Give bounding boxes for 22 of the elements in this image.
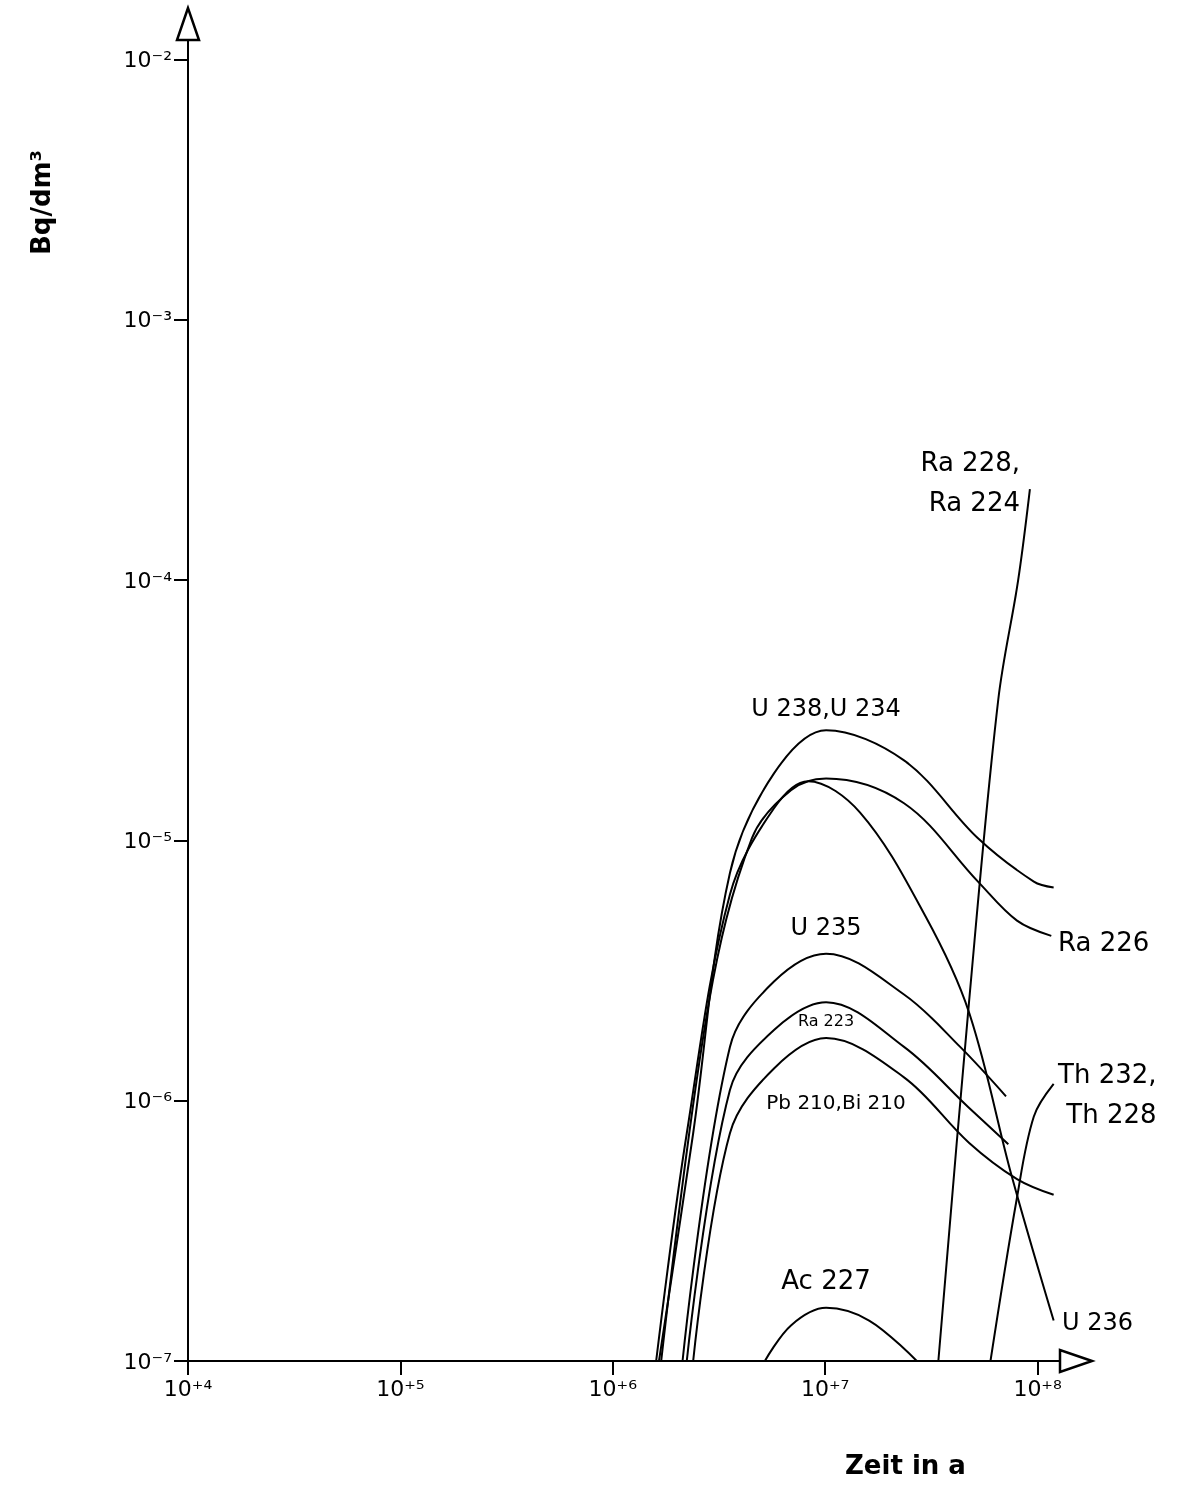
x-tick-label: 10⁺⁸ [1013,1375,1062,1401]
y-axis-title: Bq/dm³ [26,150,56,256]
y-tick-label: 10⁻⁷ [123,1348,172,1374]
series-label: Ra 226 [1058,927,1150,957]
series-label: Ac 227 [781,1265,871,1295]
y-tick-label: 10⁻² [123,47,172,73]
series-label: U 236 [1062,1308,1134,1336]
series-label: U 235 [790,913,862,941]
x-tick-label: 10⁺⁴ [163,1375,213,1401]
x-tick-label: 10⁺⁵ [376,1375,425,1401]
y-tick-label: 10⁻⁵ [123,827,172,853]
series-label: Ra 228, Ra 224 [920,447,1020,517]
series-label: Ra 223 [797,1010,855,1030]
x-tick-label: 10⁺⁷ [800,1375,850,1401]
y-tick-label: 10⁻⁴ [123,567,173,593]
series-label: Pb 210,Bi 210 [766,1090,906,1114]
x-axis-title: Zeit in a [845,1450,966,1480]
x-tick-label: 10⁺⁶ [588,1375,638,1401]
y-tick-label: 10⁻³ [123,307,172,333]
y-tick-label: 10⁻⁶ [123,1088,173,1114]
series-label: Th 232, Th 228 [1057,1059,1157,1129]
series-label: U 238,U 234 [751,694,901,722]
